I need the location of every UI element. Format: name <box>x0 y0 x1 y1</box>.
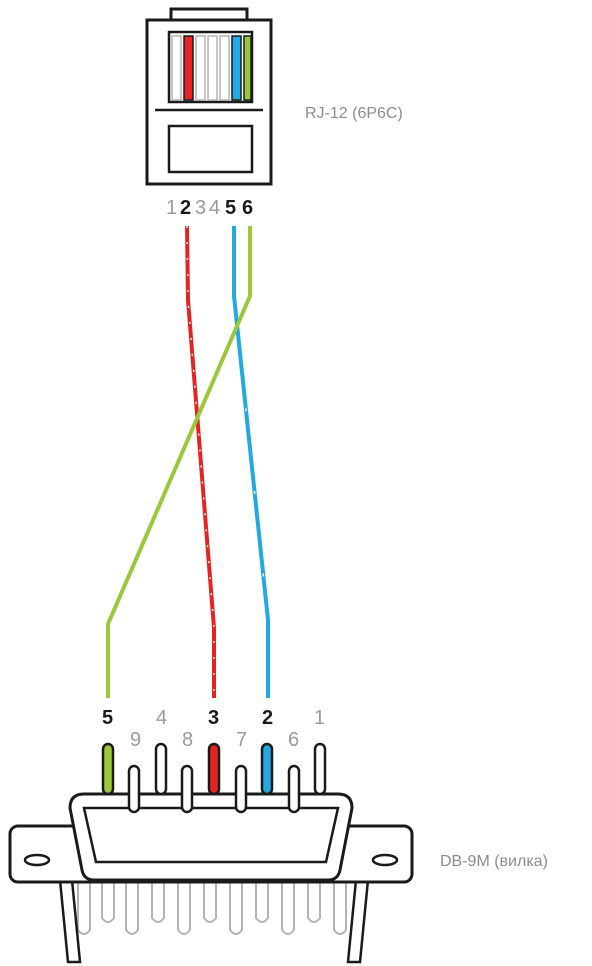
wire-blue <box>232 226 270 698</box>
db9-pin-7: 7 <box>236 729 247 751</box>
rj12-pin-1: 1 <box>166 197 177 219</box>
db9-pin-6: 6 <box>288 729 299 751</box>
db9-pin-3: 3 <box>208 707 219 729</box>
db9-mount-hole-right <box>371 853 399 867</box>
rj12-pin-5: 5 <box>225 197 236 219</box>
rj12-pin-6: 6 <box>242 197 253 219</box>
db9-pin-9-body <box>127 764 141 814</box>
db9-pin-9: 9 <box>130 729 141 751</box>
rj12-pin-3: 3 <box>195 197 206 219</box>
db9-mount-hole-left <box>23 853 51 867</box>
wire-green <box>106 226 252 698</box>
db9-pin-2: 2 <box>262 707 273 729</box>
rj12-wire-blue <box>231 35 242 101</box>
rj12-inner-wires <box>171 35 252 101</box>
rj12-wire-red <box>183 35 194 101</box>
db9-pin-5-body <box>101 742 115 796</box>
db9-connector <box>8 742 414 964</box>
db9-label: DB-9M (вилка) <box>440 853 548 870</box>
db9-pin-8-body <box>180 764 194 814</box>
db9-shell-inner <box>82 806 340 864</box>
rj12-window <box>167 124 254 174</box>
db9-pin-2-body <box>260 742 274 796</box>
db9-pin-5: 5 <box>102 707 113 729</box>
db9-pin-8: 8 <box>182 729 193 751</box>
db9-pin-7-body <box>234 764 248 814</box>
wires <box>106 225 270 698</box>
db9-pin-1: 1 <box>314 707 325 729</box>
db9-pin-3-body <box>207 742 221 796</box>
wire-red <box>185 225 216 698</box>
rj12-pin-4: 4 <box>209 197 220 219</box>
db9-pin-numbers: 5 4 3 2 1 9 8 7 6 <box>102 707 325 751</box>
db9-rear-pins <box>77 880 347 935</box>
db9-pin-4: 4 <box>156 707 167 729</box>
rj12-pin-2: 2 <box>180 197 191 219</box>
db9-pin-1-body <box>313 742 327 796</box>
db9-pin-6-body <box>287 764 301 814</box>
db9-pin-4-body <box>154 742 168 796</box>
rj12-label: RJ-12 (6P6C) <box>305 105 403 122</box>
db9-rear-post-right <box>346 878 370 964</box>
db9-front-pins <box>101 742 327 814</box>
rj12-pin-numbers: 1 2 3 4 5 6 <box>166 197 253 219</box>
rj12-wire-green <box>243 35 252 101</box>
rj12-connector <box>145 7 273 186</box>
